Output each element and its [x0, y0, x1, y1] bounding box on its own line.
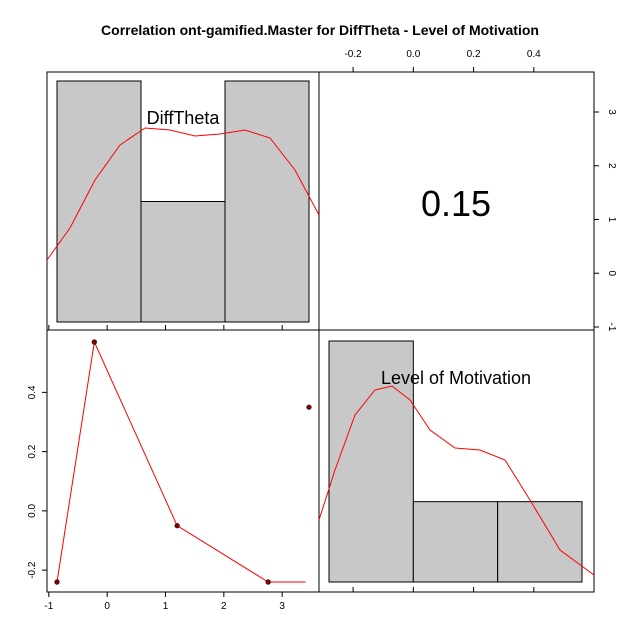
label-level-of-motivation: Level of Motivation: [381, 368, 531, 388]
axes: -1 0 1 2 3 -0.2 0.0 0.2 0.4 -0.2 0.0 0.2 0.4 -1 0 1 2 3: [27, 49, 617, 612]
hist-bar: [412, 501, 499, 583]
x-tick-label: 1: [163, 601, 169, 612]
density-curve: [318, 385, 595, 576]
panel-bottom-right: [318, 329, 595, 593]
right-tick-label: 3: [606, 109, 617, 115]
scatter-point: [91, 339, 97, 345]
density-curve: [46, 127, 320, 261]
scatter-point: [265, 579, 271, 585]
top-tick-label: 0.2: [467, 49, 481, 60]
y-tick-label: 0.0: [27, 504, 38, 518]
right-tick-label: 1: [606, 217, 617, 223]
scatter-point: [306, 404, 312, 410]
y-tick-label: -0.2: [27, 561, 38, 579]
x-tick-label: -1: [44, 601, 53, 612]
smooth-line: [56, 340, 306, 583]
top-tick-label: 0.4: [527, 49, 541, 60]
right-tick-label: 0: [606, 270, 617, 276]
chart-title: Correlation ont-gamified.Master for Diff…: [101, 22, 539, 38]
scatter-point: [174, 523, 180, 529]
y-tick-label: 0.2: [27, 444, 38, 458]
right-tick-label: 2: [606, 163, 617, 169]
top-tick-label: 0.0: [406, 49, 420, 60]
correlation-value: 0.15: [421, 183, 491, 224]
hist-bar: [497, 501, 583, 583]
label-difftheta: DiffTheta: [147, 108, 221, 128]
x-tick-label: 2: [221, 601, 227, 612]
scatter-plot: [54, 339, 312, 585]
right-tick-label: -1: [606, 323, 617, 332]
x-tick-label: 0: [104, 601, 110, 612]
hist-bar: [140, 201, 226, 323]
panel-bottom-left: [46, 329, 320, 593]
histogram-motivation: [318, 340, 595, 583]
histogram-difftheta: [46, 80, 320, 323]
top-tick-label: -0.2: [344, 49, 362, 60]
hist-bar: [56, 80, 142, 323]
hist-bar: [328, 340, 414, 583]
hist-bar: [224, 80, 310, 323]
x-tick-label: 3: [279, 601, 285, 612]
scatter-point: [54, 579, 60, 585]
y-tick-label: 0.4: [27, 385, 38, 399]
